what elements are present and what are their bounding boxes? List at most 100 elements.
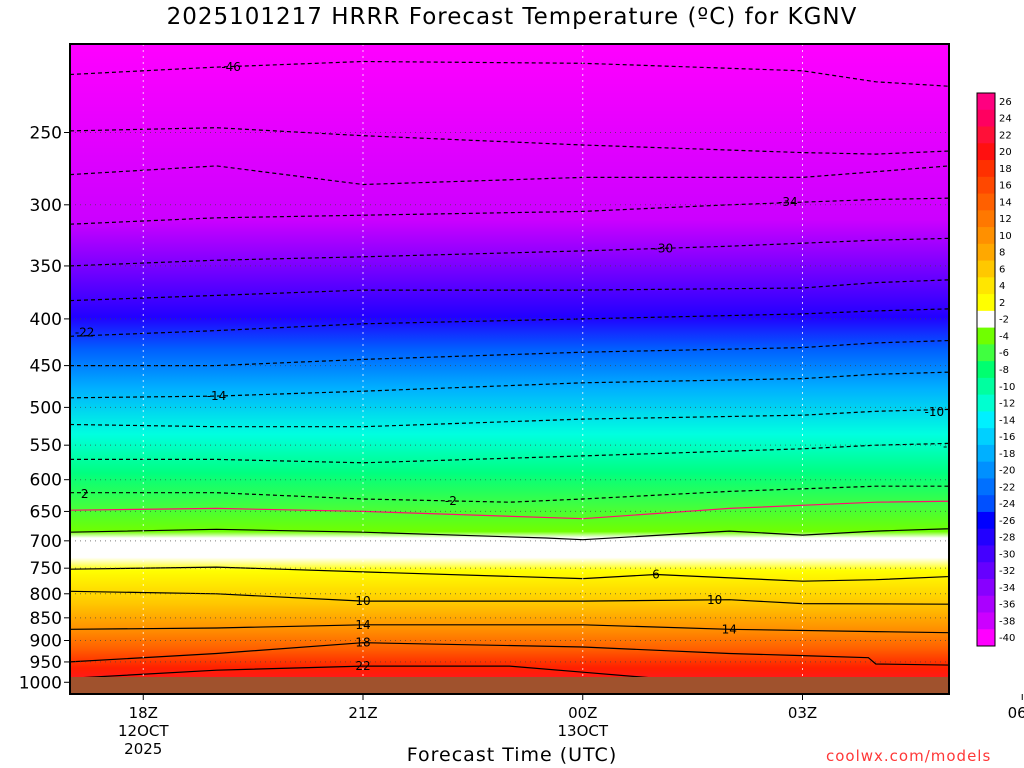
- colorbar-swatch-24: [977, 495, 995, 513]
- contour-label-18-0: 22: [355, 659, 370, 673]
- colorbar-label-31: -38: [999, 616, 1015, 627]
- contour-label-6-0: -22: [75, 326, 95, 340]
- temperature-field: [70, 44, 949, 694]
- colorbar-swatch-7: [977, 210, 995, 228]
- colorbar-swatch-5: [977, 176, 995, 195]
- colorbar-label-23: -22: [999, 482, 1015, 493]
- colorbar-label-10: 6: [999, 264, 1005, 275]
- colorbar-swatch-0: [977, 93, 995, 111]
- colorbar-label-19: -14: [999, 415, 1015, 426]
- colorbar-swatch-10: [977, 260, 995, 278]
- colorbar-label-21: -18: [999, 449, 1015, 460]
- y-tick-label-14: 950: [30, 653, 62, 673]
- colorbar-swatch-14: [977, 327, 995, 345]
- colorbar-label-2: 22: [999, 130, 1012, 141]
- colorbar-label-16: -8: [999, 365, 1009, 376]
- x-tick-label-1: 21Z: [348, 704, 377, 722]
- colorbar-label-8: 10: [999, 231, 1012, 242]
- colorbar-swatch-12: [977, 294, 995, 312]
- colorbar-swatch-4: [977, 160, 995, 178]
- colorbar-label-7: 12: [999, 214, 1012, 225]
- colorbar-swatch-17: [977, 377, 995, 396]
- y-tick-label-4: 450: [30, 357, 62, 377]
- plot-frame: [69, 43, 950, 695]
- colorbar-label-27: -30: [999, 549, 1015, 560]
- x-tick-year-0: 2025: [124, 740, 162, 758]
- contour-label-15-0: 10: [355, 594, 370, 608]
- y-tick-label-1: 300: [30, 196, 62, 216]
- colorbar-swatch-25: [977, 511, 995, 530]
- y-tick-label-8: 650: [30, 502, 62, 522]
- colorbar-label-30: -36: [999, 600, 1015, 611]
- colorbar-swatch-29: [977, 578, 995, 597]
- y-tick-label-9: 700: [30, 532, 62, 552]
- chart-title: 2025101217 HRRR Forecast Temperature (ºC…: [166, 4, 858, 30]
- y-tick-label-0: 250: [30, 123, 62, 143]
- x-tick-label-0: 18Z: [129, 704, 158, 722]
- contour-line-4: [70, 237, 949, 267]
- colorbar-swatch-16: [977, 361, 995, 379]
- colorbar-swatch-22: [977, 461, 995, 479]
- colorbar-label-24: -24: [999, 499, 1015, 510]
- contour-label-12-0: 2: [81, 487, 89, 501]
- contour-label-13-0: 2: [1018, 518, 1024, 532]
- contour-label-14-0: 6: [652, 567, 660, 581]
- contour-label-8-0: -14: [207, 389, 227, 403]
- contour-label-15-1: 10: [707, 593, 722, 607]
- colorbar-swatch-18: [977, 394, 995, 412]
- watermark: coolwx.com/models: [826, 747, 992, 765]
- colorbar-label-3: 20: [999, 147, 1012, 158]
- colorbar-label-15: -6: [999, 348, 1009, 359]
- x-axis-title: Forecast Time (UTC): [406, 744, 618, 766]
- colorbar-label-4: 18: [999, 164, 1012, 175]
- contour-label-16-0: 14: [355, 618, 370, 632]
- contour-label-0-0: -46: [221, 60, 241, 74]
- y-tick-label-12: 850: [30, 609, 62, 629]
- colorbar-label-6: 14: [999, 197, 1012, 208]
- x-tick-label-4: 06Z: [1008, 704, 1024, 722]
- colorbar-swatch-19: [977, 411, 995, 429]
- x-tick-label-3: 03Z: [788, 704, 817, 722]
- contour-label-17-0: 18: [355, 636, 370, 650]
- colorbar-swatch-23: [977, 478, 995, 496]
- contour-line-16: [70, 624, 949, 634]
- ground-strip: [70, 677, 949, 694]
- colorbar-swatch-9: [977, 243, 995, 262]
- colorbar-swatch-1: [977, 109, 995, 128]
- colorbar-label-17: -10: [999, 382, 1015, 393]
- colorbar-label-13: -2: [999, 315, 1009, 326]
- contour-label-2-0: -42: [1020, 153, 1024, 167]
- colorbar-label-1: 24: [999, 114, 1012, 125]
- colorbar-label-29: -34: [999, 583, 1015, 594]
- contour-label-3-0: -34: [778, 195, 798, 209]
- colorbar-swatch-31: [977, 612, 995, 630]
- y-tick-label-6: 550: [30, 436, 62, 456]
- contour-line-15: [70, 590, 949, 605]
- colorbar-swatch-13: [977, 310, 995, 329]
- y-tick-label-3: 400: [30, 310, 62, 330]
- y-tick-label-2: 350: [30, 257, 62, 277]
- contour-line-12: [70, 500, 949, 520]
- contour-line-18: [70, 665, 730, 685]
- colorbar-label-26: -28: [999, 533, 1015, 544]
- contour-line-14: [70, 566, 949, 582]
- colorbar-swatch-28: [977, 562, 995, 580]
- colorbar-label-28: -32: [999, 566, 1015, 577]
- colorbar-swatch-3: [977, 143, 995, 161]
- colorbar-swatch-15: [977, 344, 995, 362]
- colorbar-label-20: -16: [999, 432, 1015, 443]
- y-tick-label-13: 900: [30, 631, 62, 651]
- colorbar-swatch-30: [977, 595, 995, 613]
- x-tick-label-2: 00Z: [568, 704, 597, 722]
- colorbar-label-12: 2: [999, 298, 1005, 309]
- contour-line-11: [70, 485, 949, 503]
- colorbar-swatch-6: [977, 193, 995, 211]
- colorbar-label-18: -12: [999, 399, 1015, 410]
- colorbar-frame: [976, 92, 996, 647]
- colorbar-label-22: -20: [999, 466, 1015, 477]
- colorbar-label-11: 4: [999, 281, 1005, 292]
- contour-label-4-0: -30: [654, 242, 674, 256]
- contour-label-16-1: 14: [722, 622, 737, 636]
- y-tick-label-10: 750: [30, 559, 62, 579]
